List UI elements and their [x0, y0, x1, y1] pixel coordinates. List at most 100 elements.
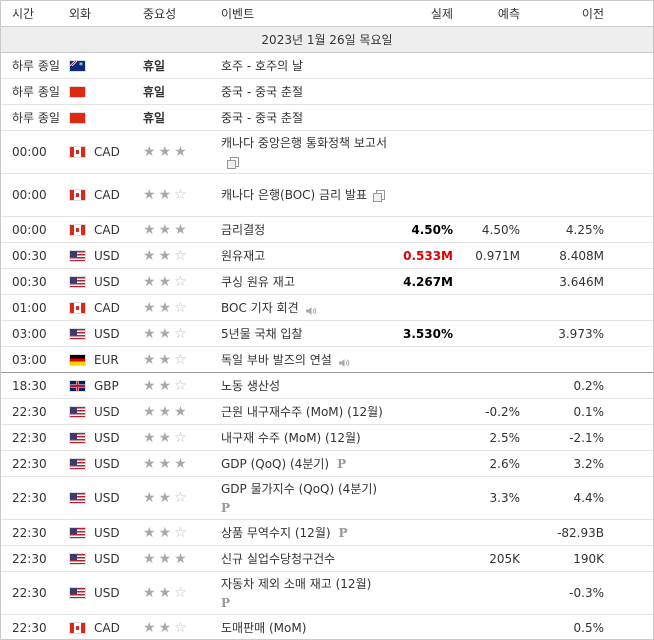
table-row[interactable]: 00:00 CAD ★★☆ 캐나다 은행(BOC) 금리 발표: [1, 174, 653, 217]
event-name[interactable]: 상품 무역수지 (12월) P: [221, 523, 401, 543]
table-row[interactable]: 22:30 USD ★★★ 신규 실업수당청구건수 205K 190K: [1, 546, 653, 572]
previous-value: 0.1%: [573, 404, 605, 419]
table-row[interactable]: 00:30 USD ★★☆ 쿠싱 원유 재고 4.267M 3.646M: [1, 269, 653, 295]
event-name[interactable]: 내구재 수주 (MoM) (12월): [221, 428, 401, 448]
event-title[interactable]: 상품 무역수지 (12월): [221, 525, 331, 540]
table-row[interactable]: 03:00 USD ★★☆ 5년물 국채 입찰 3.530% 3.973%: [1, 321, 653, 347]
currency-code: GBP: [94, 378, 119, 393]
event-name[interactable]: GDP (QoQ) (4분기) P: [221, 454, 401, 474]
event-name[interactable]: 원유재고: [221, 246, 401, 266]
header-event[interactable]: 이벤트: [221, 7, 255, 21]
currency-code: USD: [94, 404, 120, 419]
star-filled-icon: ★: [158, 403, 175, 420]
importance: ★★☆: [131, 490, 221, 506]
event-time: 00:00: [12, 145, 47, 159]
event-name[interactable]: 쿠싱 원유 재고: [221, 272, 401, 292]
event-name[interactable]: 근원 내구재수주 (MoM) (12월): [221, 402, 401, 422]
table-row[interactable]: 하루 종일 휴일 중국 - 중국 춘절: [1, 79, 653, 105]
event-name[interactable]: 자동차 제외 소매 재고 (12월) P: [221, 574, 401, 613]
event-title[interactable]: GDP (QoQ) (4분기): [221, 456, 330, 471]
header-forecast[interactable]: 예측: [497, 7, 520, 21]
event-title[interactable]: 노동 생산성: [221, 378, 281, 393]
event-name[interactable]: 독일 부바 발즈의 연설: [221, 350, 401, 370]
table-row[interactable]: 00:00 CAD ★★★ 캐나다 중앙은행 통화정책 보고서: [1, 131, 653, 174]
event-title[interactable]: 캐나다 중앙은행 통화정책 보고서: [221, 135, 388, 150]
currency-code: EUR: [94, 352, 119, 367]
star-empty-icon: ☆: [174, 429, 190, 446]
event-name[interactable]: BOC 기자 회견: [221, 298, 401, 318]
event-name[interactable]: 금리결정: [221, 220, 401, 240]
event-name[interactable]: 5년물 국채 입찰: [221, 324, 401, 344]
currency-cell: CAD: [69, 621, 131, 635]
event-name[interactable]: 호주 - 호주의 날: [221, 56, 401, 76]
event-title[interactable]: 쿠싱 원유 재고: [221, 274, 295, 289]
event-time: 00:00: [12, 222, 47, 237]
doc-icon[interactable]: [373, 190, 386, 202]
flag-gb-icon: [69, 379, 86, 392]
event-title[interactable]: 자동차 제외 소매 재고 (12월): [221, 576, 372, 591]
event-title[interactable]: 독일 부바 발즈의 연설: [221, 352, 332, 367]
flag-us-icon: [69, 526, 86, 539]
event-title[interactable]: 중국 - 중국 춘절: [221, 84, 304, 99]
event-time: 00:30: [12, 248, 47, 263]
currency-code: USD: [94, 326, 120, 341]
event-title[interactable]: 캐나다 은행(BOC) 금리 발표: [221, 188, 368, 202]
event-title[interactable]: 신규 실업수당청구건수: [221, 551, 336, 566]
event-title[interactable]: 근원 내구재수주 (MoM) (12월): [221, 404, 383, 419]
currency-cell: EUR: [69, 353, 131, 367]
importance: ★★★: [131, 144, 221, 160]
event-title[interactable]: 금리결정: [221, 222, 266, 237]
event-name[interactable]: 캐나다 은행(BOC) 금리 발표: [221, 185, 401, 205]
event-title[interactable]: 원유재고: [221, 248, 266, 263]
star-filled-icon: ★: [158, 429, 175, 446]
table-row[interactable]: 01:00 CAD ★★☆ BOC 기자 회견: [1, 295, 653, 321]
event-title[interactable]: BOC 기자 회견: [221, 300, 299, 315]
table-row[interactable]: 00:00 CAD ★★★ 금리결정 4.50% 4.50% 4.25%: [1, 217, 653, 243]
currency-code: USD: [94, 551, 120, 566]
table-row[interactable]: 22:30 USD ★★☆ 자동차 제외 소매 재고 (12월) P -0.3%: [1, 572, 653, 615]
table-row[interactable]: 22:30 USD ★★★ 근원 내구재수주 (MoM) (12월) -0.2% 0.1%: [1, 399, 653, 425]
star-empty-icon: ☆: [174, 524, 190, 541]
table-row[interactable]: 00:30 USD ★★☆ 원유재고 0.533M 0.971M 8.408M: [1, 243, 653, 269]
event-name[interactable]: 중국 - 중국 춘절: [221, 108, 401, 128]
event-name[interactable]: 중국 - 중국 춘절: [221, 82, 401, 102]
table-row[interactable]: 22:30 USD ★★☆ 상품 무역수지 (12월) P -82.93B: [1, 520, 653, 546]
holiday-label: 휴일: [143, 111, 166, 125]
table-row[interactable]: 하루 종일 휴일 호주 - 호주의 날: [1, 53, 653, 79]
header-actual[interactable]: 실제: [430, 7, 453, 21]
table-row[interactable]: 하루 종일 휴일 중국 - 중국 춘절: [1, 105, 653, 131]
table-row[interactable]: 22:30 USD ★★★ GDP (QoQ) (4분기) P 2.6% 3.2%: [1, 451, 653, 477]
event-name[interactable]: 신규 실업수당청구건수: [221, 549, 401, 569]
event-title[interactable]: 중국 - 중국 춘절: [221, 110, 304, 125]
event-name[interactable]: GDP 물가지수 (QoQ) (4분기) P: [221, 479, 401, 518]
event-title[interactable]: 내구재 수주 (MoM) (12월): [221, 430, 361, 445]
header-previous[interactable]: 이전: [581, 7, 604, 21]
table-row[interactable]: 18:30 GBP ★★☆ 노동 생산성 0.2%: [1, 373, 653, 399]
event-title[interactable]: 5년물 국채 입찰: [221, 326, 303, 341]
speaker-icon[interactable]: [305, 303, 317, 315]
event-title[interactable]: 호주 - 호주의 날: [221, 58, 304, 73]
event-title[interactable]: GDP 물가지수 (QoQ) (4분기): [221, 481, 378, 496]
event-name[interactable]: 캐나다 중앙은행 통화정책 보고서: [221, 133, 401, 172]
table-row[interactable]: 22:30 USD ★★☆ 내구재 수주 (MoM) (12월) 2.5% -2.1%: [1, 425, 653, 451]
header-time[interactable]: 시간: [12, 7, 35, 21]
table-row[interactable]: 03:00 EUR ★★☆ 독일 부바 발즈의 연설: [1, 347, 653, 373]
event-title[interactable]: 도매판매 (MoM): [221, 620, 307, 635]
flag-ca-icon: [69, 301, 86, 314]
table-row[interactable]: 22:30 CAD ★★☆ 도매판매 (MoM) 0.5%: [1, 615, 653, 639]
actual-value: 4.50%: [411, 222, 453, 237]
star-filled-icon: ★: [143, 187, 159, 203]
star-filled-icon: ★: [158, 144, 175, 160]
flag-de-icon: [69, 353, 86, 366]
doc-icon[interactable]: [227, 156, 239, 169]
importance: ★★★: [131, 456, 221, 472]
header-currency[interactable]: 외화: [69, 7, 92, 21]
table-row[interactable]: 22:30 USD ★★☆ GDP 물가지수 (QoQ) (4분기) P 3.3% 4.4%: [1, 477, 653, 520]
event-name[interactable]: 도매판매 (MoM): [221, 618, 401, 638]
previous-value: 8.408M: [559, 248, 604, 263]
currency-code: CAD: [94, 188, 120, 202]
header-importance[interactable]: 중요성: [143, 7, 177, 21]
event-name[interactable]: 노동 생산성: [221, 376, 401, 396]
importance: ★★☆: [131, 326, 221, 342]
speaker-icon[interactable]: [338, 355, 350, 367]
